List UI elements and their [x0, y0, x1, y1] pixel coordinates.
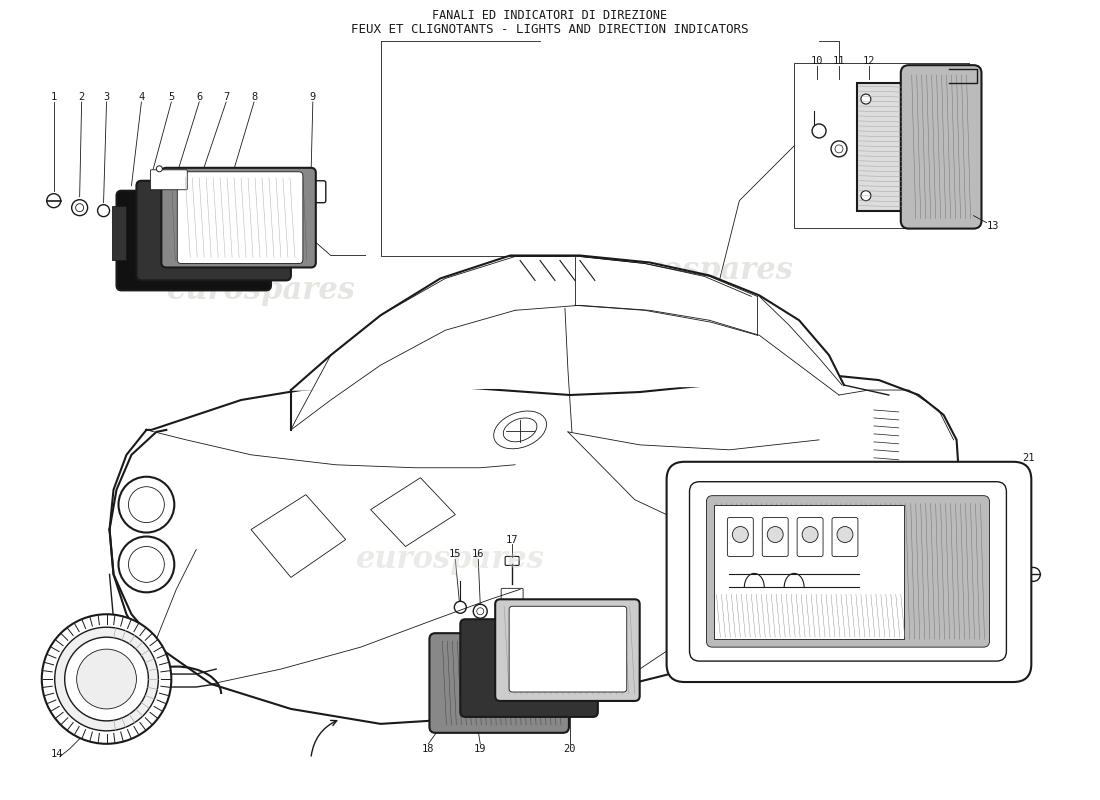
Text: 6: 6 — [196, 92, 202, 102]
Bar — [700, 465, 729, 474]
Circle shape — [55, 627, 158, 731]
Circle shape — [767, 526, 783, 542]
Circle shape — [837, 526, 852, 542]
FancyBboxPatch shape — [727, 518, 754, 557]
FancyBboxPatch shape — [690, 482, 1006, 661]
Bar — [857, 83, 905, 210]
FancyBboxPatch shape — [460, 619, 597, 717]
Circle shape — [119, 537, 174, 592]
Circle shape — [835, 145, 843, 153]
FancyBboxPatch shape — [798, 518, 823, 557]
FancyBboxPatch shape — [117, 190, 271, 290]
Text: 18: 18 — [422, 744, 435, 754]
Polygon shape — [290, 255, 844, 390]
Ellipse shape — [504, 418, 537, 442]
Text: 14: 14 — [51, 749, 63, 758]
Polygon shape — [371, 478, 455, 546]
Text: eurospares: eurospares — [356, 544, 544, 575]
Text: 20: 20 — [563, 744, 576, 754]
Text: 21: 21 — [1022, 453, 1035, 462]
Text: eurospares: eurospares — [605, 255, 794, 286]
Circle shape — [77, 649, 136, 709]
FancyBboxPatch shape — [832, 518, 858, 557]
Circle shape — [733, 526, 748, 542]
Text: 17: 17 — [506, 534, 518, 545]
Text: 13: 13 — [987, 221, 999, 230]
Text: FANALI ED INDICATORI DI DIREZIONE: FANALI ED INDICATORI DI DIREZIONE — [432, 10, 668, 22]
FancyBboxPatch shape — [429, 633, 569, 733]
Text: 2: 2 — [78, 92, 85, 102]
Circle shape — [76, 204, 84, 212]
Text: eurospares: eurospares — [166, 275, 355, 306]
Text: 11: 11 — [833, 56, 845, 66]
Circle shape — [812, 124, 826, 138]
Circle shape — [47, 194, 60, 208]
FancyBboxPatch shape — [151, 170, 187, 190]
Text: 4: 4 — [139, 92, 144, 102]
Text: 1: 1 — [51, 92, 57, 102]
Text: 5: 5 — [168, 92, 175, 102]
FancyBboxPatch shape — [901, 65, 981, 229]
FancyBboxPatch shape — [136, 181, 290, 281]
FancyBboxPatch shape — [495, 599, 640, 701]
FancyBboxPatch shape — [502, 588, 524, 615]
Circle shape — [476, 608, 484, 614]
FancyBboxPatch shape — [667, 462, 1032, 682]
Text: 12: 12 — [862, 56, 876, 66]
Circle shape — [156, 166, 163, 172]
Text: FEUX ET CLIGNOTANTS - LIGHTS AND DIRECTION INDICATORS: FEUX ET CLIGNOTANTS - LIGHTS AND DIRECTI… — [351, 23, 749, 36]
Circle shape — [129, 546, 164, 582]
Circle shape — [98, 205, 110, 217]
Text: 8: 8 — [251, 92, 257, 102]
Text: 16: 16 — [472, 550, 484, 559]
FancyBboxPatch shape — [509, 606, 627, 692]
Bar — [794, 63, 968, 228]
Bar — [111, 206, 126, 261]
Circle shape — [861, 190, 871, 201]
Circle shape — [65, 637, 148, 721]
Circle shape — [830, 141, 847, 157]
FancyBboxPatch shape — [762, 518, 789, 557]
Text: 3: 3 — [103, 92, 110, 102]
Text: 7: 7 — [223, 92, 229, 102]
Polygon shape — [110, 375, 958, 724]
Polygon shape — [251, 494, 345, 578]
Text: 15: 15 — [449, 550, 462, 559]
FancyBboxPatch shape — [706, 496, 990, 647]
Circle shape — [1026, 567, 1041, 582]
Circle shape — [42, 614, 172, 744]
Circle shape — [861, 94, 871, 104]
Circle shape — [72, 200, 88, 216]
Text: 19: 19 — [474, 744, 486, 754]
FancyBboxPatch shape — [505, 557, 519, 566]
Bar — [714, 505, 904, 639]
FancyBboxPatch shape — [162, 168, 316, 267]
Circle shape — [802, 526, 818, 542]
Circle shape — [129, 486, 164, 522]
FancyBboxPatch shape — [294, 181, 326, 202]
FancyBboxPatch shape — [177, 172, 302, 263]
Circle shape — [473, 604, 487, 618]
Ellipse shape — [494, 411, 547, 449]
Circle shape — [119, 477, 174, 533]
Text: 10: 10 — [811, 56, 823, 66]
Text: 9: 9 — [310, 92, 316, 102]
Circle shape — [454, 602, 466, 614]
